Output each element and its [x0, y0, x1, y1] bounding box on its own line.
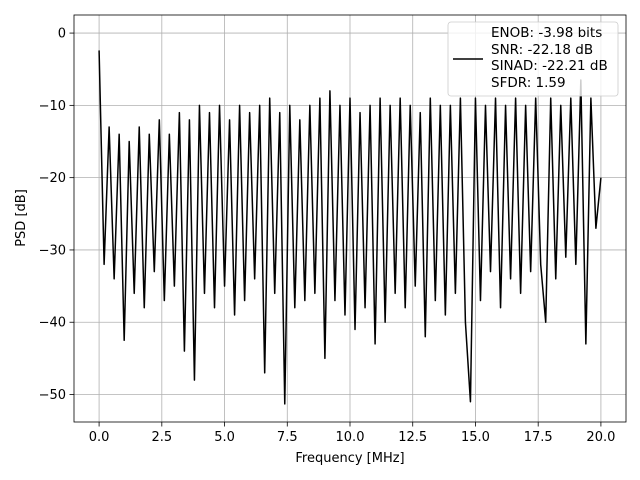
- x-axis-label: Frequency [MHz]: [295, 451, 404, 466]
- plot-frame: [73, 14, 627, 423]
- y-tick-label: −20: [39, 171, 66, 186]
- x-tick-label: 2.5: [151, 430, 172, 445]
- x-tick-label: 15.0: [461, 430, 490, 445]
- y-tick-label: −10: [39, 99, 66, 114]
- x-tick-label: 10.0: [336, 430, 365, 445]
- x-tick-label: 0.0: [89, 430, 110, 445]
- x-tick-label: 20.0: [586, 430, 615, 445]
- y-tick-label: −30: [39, 243, 66, 258]
- legend-label: ENOB: -3.98 bits SNR: -22.18 dB SINAD: -…: [491, 25, 608, 91]
- x-tick-label: 5.0: [214, 430, 235, 445]
- legend-box: [447, 21, 619, 97]
- x-tick-label: 17.5: [524, 430, 553, 445]
- x-tick-label: 12.5: [398, 430, 427, 445]
- y-tick-label: −50: [39, 388, 66, 403]
- y-tick-label: 0: [58, 27, 66, 42]
- series-line: [98, 50, 602, 405]
- y-axis-label: PSD [dB]: [14, 189, 29, 247]
- y-tick-label: −40: [39, 316, 66, 331]
- x-tick-label: 7.5: [277, 430, 298, 445]
